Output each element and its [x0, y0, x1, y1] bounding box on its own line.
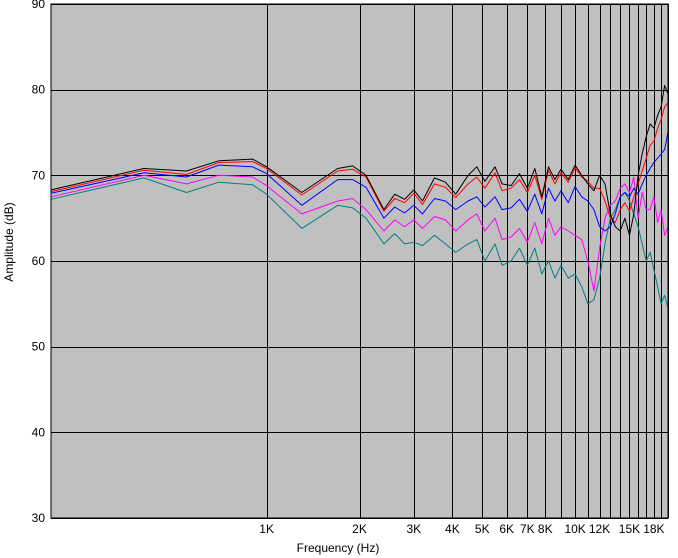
x-tick-label: 1K [259, 522, 274, 536]
x-axis-label: Frequency (Hz) [297, 541, 380, 555]
y-tick-label: 50 [32, 340, 46, 354]
y-tick-label: 30 [32, 511, 46, 525]
x-tick-label: 5K [475, 522, 490, 536]
x-axis-ticks: 1K 2K 3K 4K 5K 6K 7K 8K 10K 12K 15K 18K [259, 522, 664, 536]
x-tick-label: 6K [499, 522, 514, 536]
series-line [50, 132, 669, 232]
x-tick-label: 12K [589, 522, 610, 536]
x-tick-label: 7K [520, 522, 535, 536]
x-tick-label: 2K [352, 522, 367, 536]
y-tick-label: 90 [32, 0, 46, 11]
x-tick-label: 8K [538, 522, 553, 536]
x-tick-label: 4K [445, 522, 460, 536]
series-line [50, 177, 669, 309]
series-line [50, 102, 669, 223]
y-tick-label: 70 [32, 168, 46, 182]
x-tick-label: 15K [619, 522, 640, 536]
y-tick-label: 80 [32, 83, 46, 97]
series-lines [50, 84, 669, 309]
y-tick-label: 60 [32, 254, 46, 268]
plot-frame [50, 3, 669, 519]
y-axis-ticks: 30 40 50 60 70 80 90 [32, 0, 46, 525]
x-tick-label: 18K [643, 522, 664, 536]
series-line [50, 84, 669, 236]
y-axis-label: Amplitude (dB) [2, 202, 16, 281]
y-tick-label: 40 [32, 425, 46, 439]
x-tick-label: 10K [564, 522, 585, 536]
grid-lines [51, 4, 669, 519]
x-tick-label: 3K [406, 522, 421, 536]
